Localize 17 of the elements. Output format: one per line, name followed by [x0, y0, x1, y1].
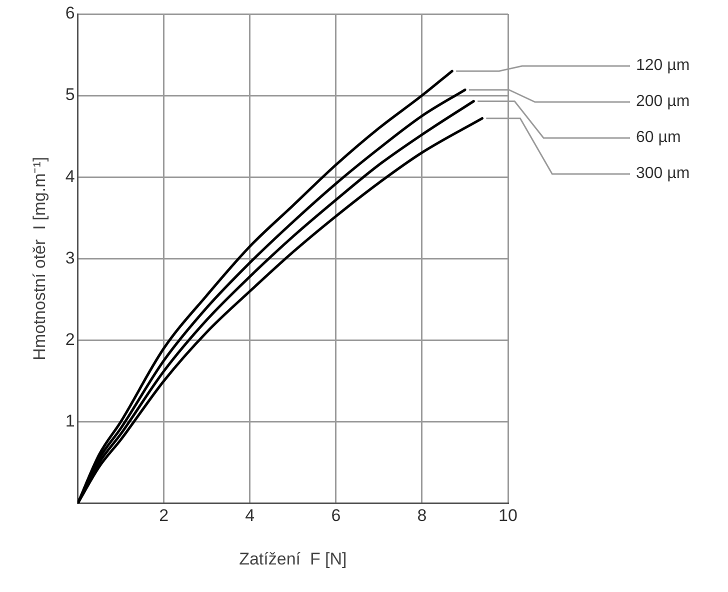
y-tick-label: 6 — [65, 4, 75, 23]
y-tick-label: 5 — [65, 85, 75, 104]
text: 120 µm — [636, 56, 690, 76]
x-tick-label: 4 — [245, 506, 255, 526]
y-tick-label: 1 — [65, 411, 75, 430]
text: 300 µm — [636, 164, 690, 184]
text: 200 µm — [636, 92, 690, 112]
x-tick-label: 10 — [498, 506, 518, 526]
x-tick-label: 8 — [417, 506, 427, 526]
x-axis-title: Zatížení F [N] — [239, 549, 347, 568]
text: 60 µm — [636, 128, 681, 148]
y-tick-label: 3 — [65, 248, 75, 268]
y-axis-title: Hmotnostní otěr I [mg.m⁻¹] — [30, 156, 49, 360]
y-tick-label: 4 — [65, 166, 75, 186]
x-tick-label: 2 — [159, 506, 169, 526]
y-tick-label: 2 — [65, 330, 75, 349]
x-tick-label: 6 — [331, 506, 341, 526]
